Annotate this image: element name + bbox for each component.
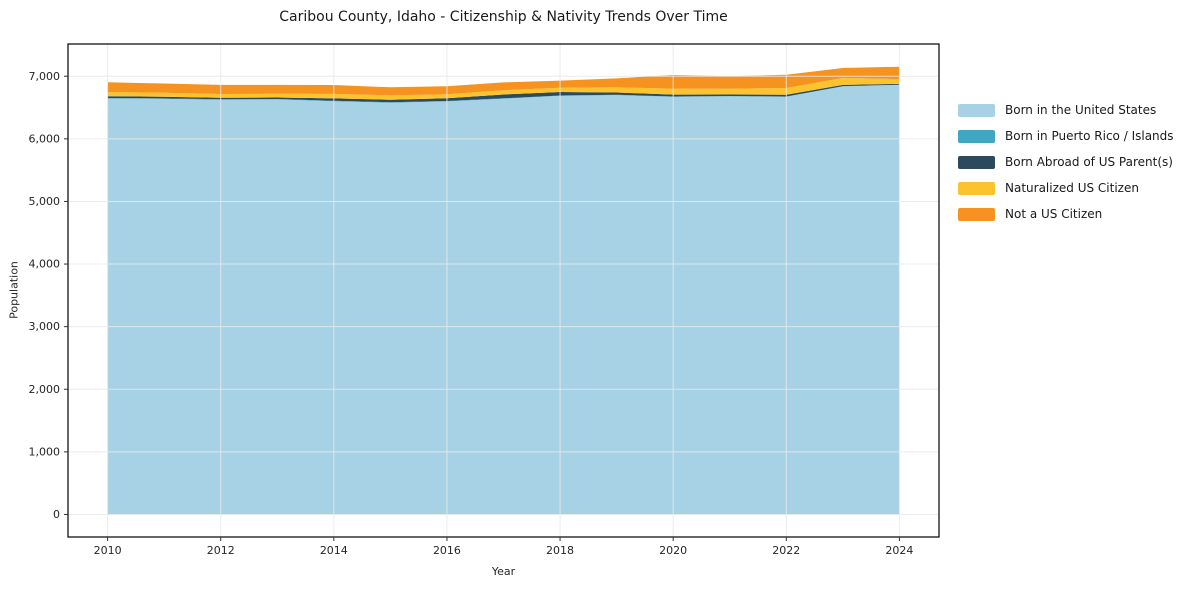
legend-label: Naturalized US Citizen [1005,181,1139,195]
legend-swatch-icon [958,103,995,117]
legend-item-not-a-us-citizen: Not a US Citizen [958,205,1174,223]
x-tick-label: 2014 [320,544,348,557]
legend-item-born-abroad-of-us-parent-s: Born Abroad of US Parent(s) [958,153,1174,171]
x-axis-label: Year [491,565,516,578]
y-tick-label: 1,000 [29,445,61,458]
legend-label: Born Abroad of US Parent(s) [1005,155,1173,169]
y-tick-label: 0 [53,508,60,521]
x-tick-label: 2010 [94,544,122,557]
x-tick-label: 2018 [546,544,574,557]
legend-label: Born in the United States [1005,103,1157,117]
legend-label: Born in Puerto Rico / Islands [1005,129,1174,143]
legend-item-born-in-puerto-rico-islands: Born in Puerto Rico / Islands [958,127,1174,145]
area-born-in-the-united-states [107,84,900,515]
plot-frame [67,43,940,538]
y-axis-label: Population [7,261,21,319]
y-tick-label: 5,000 [29,195,61,208]
legend-label: Not a US Citizen [1005,207,1103,221]
y-tick-label: 4,000 [29,258,61,271]
legend-item-born-in-the-united-states: Born in the United States [958,101,1174,119]
legend-swatch-icon [958,155,995,169]
legend-swatch-icon [958,181,995,195]
legend-swatch-icon [958,129,995,143]
x-tick-label: 2020 [659,544,687,557]
x-tick-label: 2024 [885,544,913,557]
area-naturalized-us-citizen [107,77,900,100]
legend-swatch-icon [958,207,995,221]
y-tick-label: 3,000 [29,320,61,333]
y-tick-label: 2,000 [29,383,61,396]
chart-title: Caribou County, Idaho - Citizenship & Na… [279,9,728,25]
area-not-a-us-citizen [107,66,900,96]
y-tick-label: 7,000 [29,70,61,83]
legend: Born in the United States Born in Puerto … [958,101,1174,231]
x-tick-label: 2012 [207,544,235,557]
x-tick-label: 2022 [772,544,800,557]
legend-item-naturalized-us-citizen: Naturalized US Citizen [958,179,1174,197]
y-tick-label: 6,000 [29,132,61,145]
x-tick-label: 2016 [433,544,461,557]
